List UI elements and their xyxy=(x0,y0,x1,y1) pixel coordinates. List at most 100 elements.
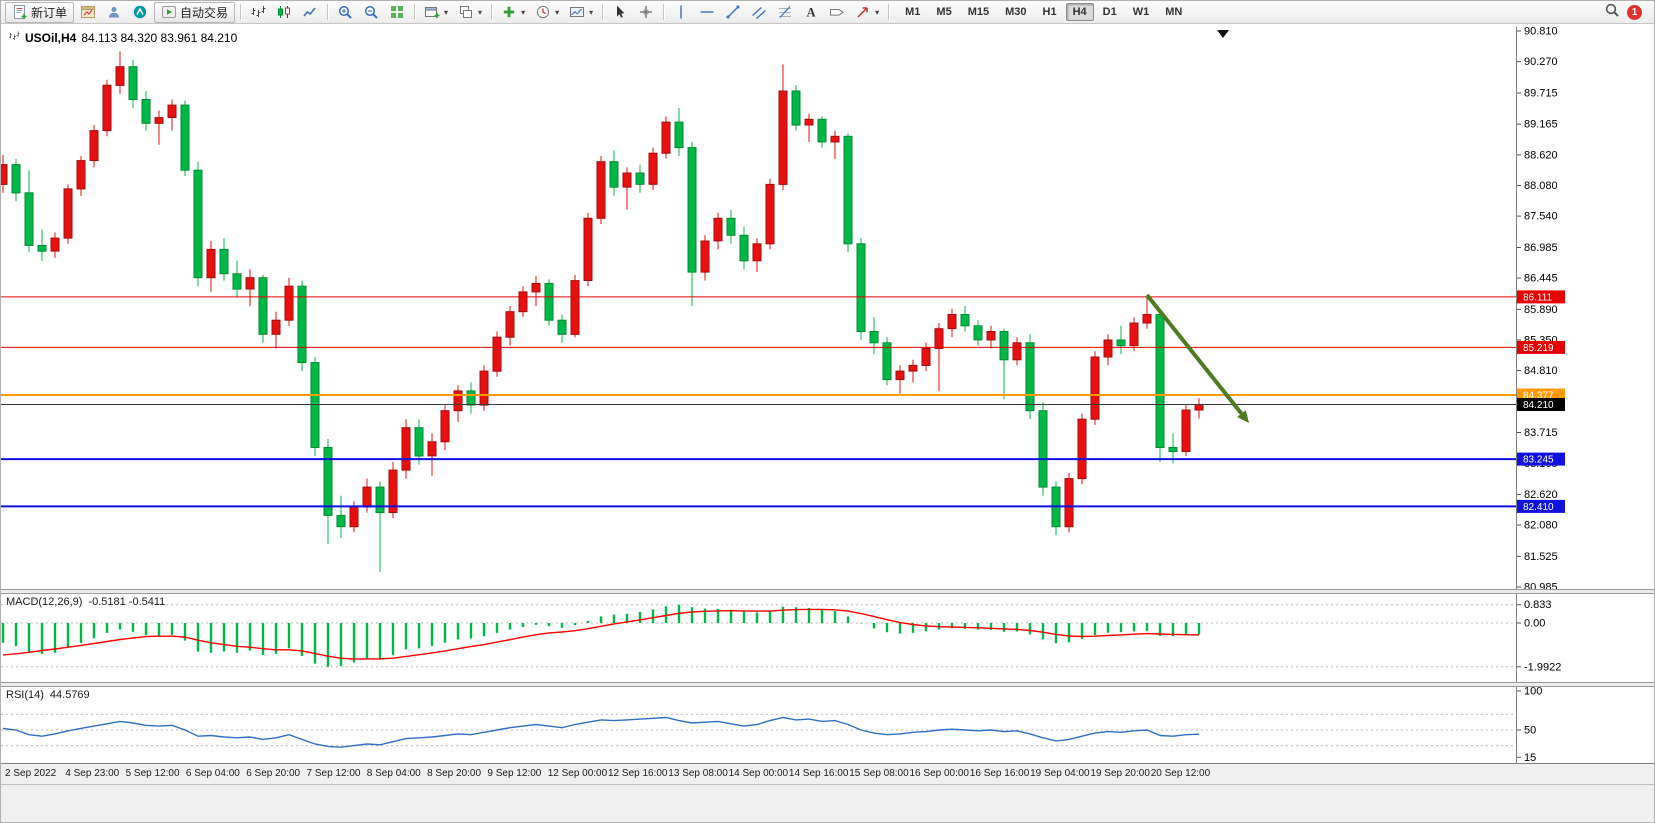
templates-button[interactable]: ▾ xyxy=(565,2,597,23)
profiles-button[interactable] xyxy=(102,2,126,23)
macd-axis[interactable]: 0.833 0.00 -1.9922 xyxy=(1516,594,1654,682)
fibo-icon xyxy=(779,6,792,18)
notification-badge[interactable]: 1 xyxy=(1627,4,1642,20)
zoom-out-button[interactable] xyxy=(359,2,383,23)
vline-icon xyxy=(680,5,682,19)
svg-text:81.525: 81.525 xyxy=(1524,551,1558,563)
dropdown-caret-icon: ▾ xyxy=(589,7,594,17)
timeframe-w1[interactable]: W1 xyxy=(1132,6,1150,18)
bar-chart-button[interactable] xyxy=(246,2,270,23)
svg-text:85.219: 85.219 xyxy=(1523,343,1554,354)
svg-text:82.410: 82.410 xyxy=(1523,502,1554,513)
svg-text:84.210: 84.210 xyxy=(1523,400,1554,411)
shapes-icon xyxy=(857,7,868,18)
timeframe-h4[interactable]: H4 xyxy=(1065,3,1094,21)
horizontal-line-button[interactable] xyxy=(695,2,719,23)
time-axis[interactable]: 2 Sep 2022 4 Sep 23:00 5 Sep 12:00 6 Sep 04… xyxy=(1,763,1654,784)
macd-pane[interactable]: MACD(12,26,9) -0.5181 -0.5411 xyxy=(1,594,1516,682)
svg-text:89.165: 89.165 xyxy=(1524,119,1558,131)
svg-text:82.620: 82.620 xyxy=(1524,489,1558,501)
time-label: 5 Sep 12:00 xyxy=(125,768,180,779)
svg-text:100: 100 xyxy=(1524,687,1542,698)
arrows-button[interactable]: ▾ xyxy=(851,2,883,23)
price-chart-pane[interactable] xyxy=(1,27,1516,589)
time-label: 2 Sep 2022 xyxy=(5,768,57,779)
hline-icon xyxy=(700,11,714,13)
search-icon xyxy=(1605,3,1619,17)
rsi-pane[interactable]: RSI(14) 44.5769 xyxy=(1,687,1516,763)
channel-button[interactable] xyxy=(747,2,771,23)
rsi-axis[interactable]: 100 50 15 xyxy=(1516,686,1654,764)
label-button[interactable] xyxy=(825,2,849,23)
timeframe-m5[interactable]: M5 xyxy=(936,6,952,18)
crosshair-icon xyxy=(640,6,653,18)
fibonacci-button[interactable] xyxy=(773,2,797,23)
time-label: 12 Sep 16:00 xyxy=(608,768,668,779)
timeframe-d1[interactable]: D1 xyxy=(1102,6,1117,18)
zoom-in-button[interactable] xyxy=(333,2,357,23)
pane-splitter[interactable] xyxy=(1,682,1654,687)
trendline-button[interactable] xyxy=(721,2,745,23)
time-label: 16 Sep 16:00 xyxy=(969,768,1030,779)
toolbar-separator xyxy=(240,4,242,20)
autotrade-button-label: 自动交易 xyxy=(180,5,229,20)
crosshair-button[interactable] xyxy=(634,2,658,23)
price-axis[interactable]: 90.810 90.270 89.715 89.165 88.620 88.080 87.5… xyxy=(1516,26,1654,594)
dropdown-caret-icon: ▾ xyxy=(521,7,526,17)
svg-text:0.00: 0.00 xyxy=(1524,618,1545,630)
charts-icon xyxy=(81,6,96,18)
time-label: 16 Sep 00:00 xyxy=(909,768,970,779)
svg-text:87.540: 87.540 xyxy=(1524,211,1558,223)
new-order-button[interactable]: 新订单 xyxy=(5,1,75,23)
svg-text:-1.9922: -1.9922 xyxy=(1524,661,1561,673)
tile-windows-button[interactable] xyxy=(385,2,409,23)
bar-mode-icon xyxy=(251,6,266,17)
metaquotes-button[interactable] xyxy=(128,2,152,23)
charts-button[interactable] xyxy=(76,2,100,23)
timeframe-mn[interactable]: MN xyxy=(1165,6,1183,18)
rsi-title: RSI(14) 44.5769 xyxy=(6,689,90,701)
rsi-name: RSI(14) xyxy=(6,689,44,701)
svg-text:84.810: 84.810 xyxy=(1524,365,1558,377)
tile-icon xyxy=(391,6,404,18)
candles-plot xyxy=(1,30,1516,572)
text-button[interactable]: A xyxy=(799,2,823,23)
timeframe-m15[interactable]: M15 xyxy=(967,6,990,18)
toolbar: 新订单 自动交易 ▾ ▾ ▾ ▾ ▾ A ▾ M1 M5 M15 M30 H1 H4 D1 W1 MN 1 xyxy=(1,1,1654,24)
svg-text:A: A xyxy=(807,6,816,20)
time-label: 6 Sep 04:00 xyxy=(185,768,240,779)
trendline-icon xyxy=(726,5,740,19)
toolbar-right: 1 xyxy=(1604,2,1651,23)
chart-window: USOil,H4 84.113 84.320 83.961 84.210 90.… xyxy=(1,24,1654,822)
zoom-out-icon xyxy=(364,5,378,19)
timeframe-m30[interactable]: M30 xyxy=(1005,6,1027,18)
chart-symbol-icon xyxy=(8,30,20,45)
toolbar-separator xyxy=(888,4,890,20)
periods-button[interactable]: ▾ xyxy=(531,2,563,23)
periods-icon xyxy=(536,5,550,19)
timeframe-m1[interactable]: M1 xyxy=(905,6,921,18)
time-label: 14 Sep 00:00 xyxy=(728,768,789,779)
toolbar-buttons: 新订单 自动交易 ▾ ▾ ▾ ▾ ▾ A ▾ xyxy=(4,1,893,23)
new-chart-button[interactable]: ▾ xyxy=(420,2,452,23)
profiles-menu-button[interactable]: ▾ xyxy=(454,2,486,23)
vertical-line-button[interactable] xyxy=(669,2,693,23)
toolbar-separator xyxy=(491,4,493,20)
timeframe-h1[interactable]: H1 xyxy=(1042,6,1057,18)
new-order-button-label: 新订单 xyxy=(31,5,68,20)
toolbar-separator xyxy=(414,4,416,20)
svg-text:86.111: 86.111 xyxy=(1523,292,1553,303)
candlestick-chart-button[interactable] xyxy=(272,2,296,23)
pane-splitter[interactable] xyxy=(1,589,1654,594)
indicators-button[interactable]: ▾ xyxy=(497,2,529,23)
symbol-timeframe-label: USOil,H4 xyxy=(25,30,77,45)
channel-icon xyxy=(752,7,767,19)
search-button[interactable] xyxy=(1604,2,1620,23)
autotrade-button[interactable]: 自动交易 xyxy=(154,1,236,23)
cursor-button[interactable] xyxy=(608,2,632,23)
svg-text:89.715: 89.715 xyxy=(1524,88,1558,100)
line-chart-button[interactable] xyxy=(298,2,322,23)
profiles-icon xyxy=(109,7,120,18)
price-scale: 90.810 90.270 89.715 89.165 88.620 88.080 87.5… xyxy=(1516,26,1565,594)
